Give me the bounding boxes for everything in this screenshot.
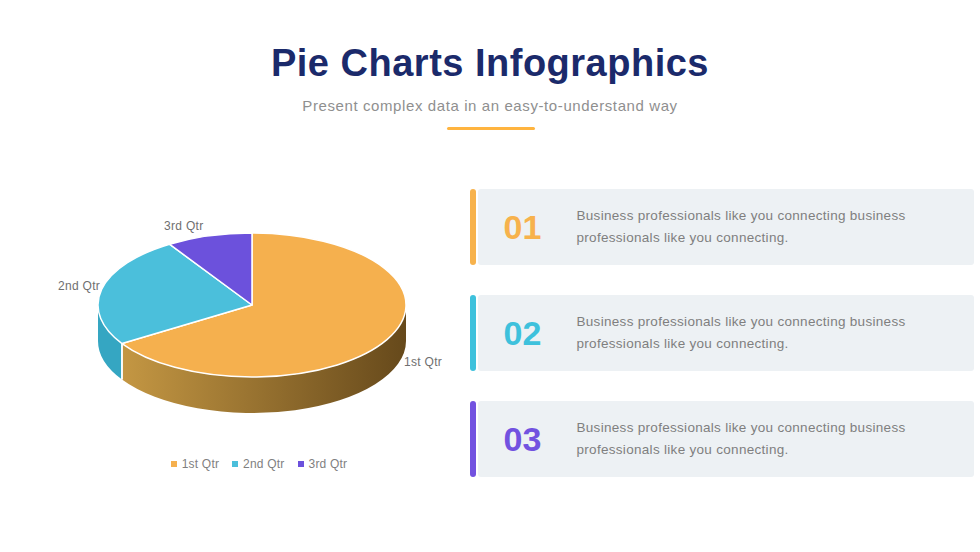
- chart-legend: 1st Qtr 2nd Qtr 3rd Qtr: [24, 457, 494, 471]
- pie-slice-label-1st-qtr: 1st Qtr: [404, 355, 442, 369]
- item-accent-bar: [470, 189, 476, 265]
- legend-item-2nd-qtr: 2nd Qtr: [232, 457, 284, 471]
- item-text: Business professionals like you connecti…: [577, 205, 949, 250]
- item-number: 03: [504, 420, 556, 459]
- info-list: 01 Business professionals like you conne…: [470, 189, 974, 507]
- item-text: Business professionals like you connecti…: [577, 311, 949, 356]
- page-subtitle: Present complex data in an easy-to-under…: [0, 97, 980, 114]
- pie-chart-3d: 3rd Qtr 2nd Qtr 1st Qtr 1st Qtr 2nd Qtr …: [0, 190, 470, 500]
- pie-chart-canvas: [0, 195, 470, 440]
- legend-item-1st-qtr: 1st Qtr: [171, 457, 219, 471]
- legend-swatch-3rd-qtr: [298, 461, 304, 467]
- legend-item-3rd-qtr: 3rd Qtr: [298, 457, 348, 471]
- item-number: 01: [504, 208, 556, 247]
- item-number: 02: [504, 314, 556, 353]
- item-accent-bar: [470, 295, 476, 371]
- slide: Pie Charts Infographics Present complex …: [0, 0, 980, 552]
- item-text: Business professionals like you connecti…: [577, 417, 949, 462]
- list-item: 01 Business professionals like you conne…: [470, 189, 974, 265]
- list-item: 02 Business professionals like you conne…: [470, 295, 974, 371]
- item-accent-bar: [470, 401, 476, 477]
- title-divider: [447, 127, 535, 130]
- page-title: Pie Charts Infographics: [0, 42, 980, 85]
- legend-swatch-2nd-qtr: [232, 461, 238, 467]
- pie-slice-label-2nd-qtr: 2nd Qtr: [58, 279, 100, 293]
- legend-swatch-1st-qtr: [171, 461, 177, 467]
- pie-slice-label-3rd-qtr: 3rd Qtr: [164, 219, 203, 233]
- list-item: 03 Business professionals like you conne…: [470, 401, 974, 477]
